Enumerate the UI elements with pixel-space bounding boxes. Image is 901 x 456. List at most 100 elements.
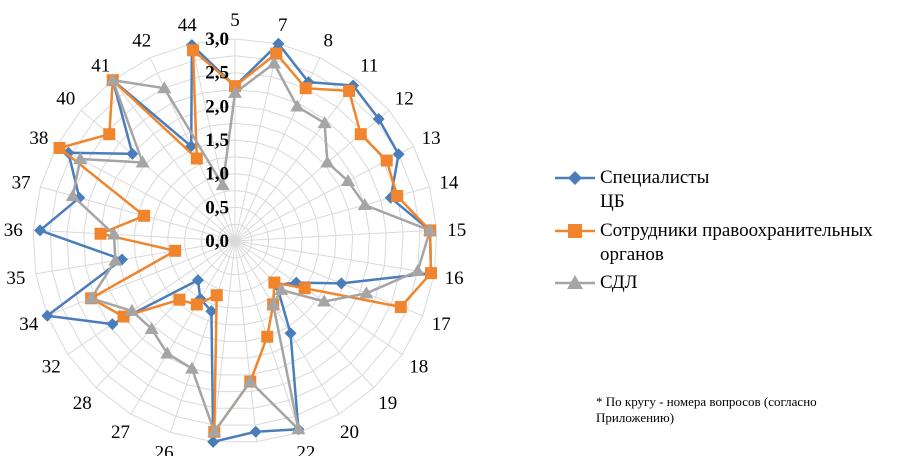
- data-point: [169, 244, 182, 257]
- category-label: 28: [73, 393, 92, 414]
- category-label: 7: [278, 15, 288, 36]
- data-point: [207, 424, 222, 437]
- category-label: 24: [202, 453, 222, 456]
- data-point: [335, 277, 348, 290]
- series-line: [38, 42, 433, 444]
- grid-spoke: [33, 229, 236, 242]
- category-label: 35: [6, 268, 25, 289]
- grid-ring: [167, 173, 303, 309]
- data-point: [266, 297, 281, 310]
- data-point: [94, 227, 107, 240]
- radial-tick-label: 1,0: [205, 164, 229, 185]
- category-label: 14: [439, 173, 459, 194]
- category-label: 17: [432, 314, 451, 335]
- grid-ring: [116, 122, 354, 359]
- radial-tick-label: 2,5: [205, 63, 229, 84]
- data-point: [106, 318, 119, 331]
- data-point: [243, 374, 258, 387]
- data-point: [317, 116, 332, 129]
- legend-marker-diamond: [555, 171, 595, 185]
- data-point: [190, 298, 203, 311]
- data-point: [284, 327, 297, 340]
- data-point: [341, 174, 356, 187]
- data-point: [354, 128, 367, 141]
- category-label: 40: [56, 88, 75, 109]
- category-label: 22: [296, 442, 315, 456]
- data-point: [372, 112, 385, 125]
- data-point: [380, 154, 393, 167]
- data-point: [185, 361, 200, 374]
- legend-label: СДЛ: [600, 272, 638, 293]
- data-point: [268, 276, 281, 289]
- category-label: 20: [340, 422, 359, 443]
- data-point: [290, 99, 305, 112]
- data-point: [124, 303, 139, 316]
- series-layer: [34, 37, 438, 448]
- category-label: 23: [250, 453, 269, 456]
- radial-tick-label: 3,0: [205, 29, 229, 50]
- series-3: [65, 56, 437, 437]
- grid-ring: [200, 206, 270, 275]
- data-point: [103, 128, 116, 141]
- data-point: [291, 422, 306, 435]
- legend-label: Специалисты ЦБ: [600, 167, 710, 212]
- category-label: 42: [132, 31, 151, 52]
- grid-ring: [83, 88, 387, 393]
- category-label: 12: [395, 88, 414, 109]
- legend-label: Сотрудники правоохранительных органов: [600, 220, 873, 265]
- grid-spoke: [234, 229, 437, 242]
- grid-spoke: [67, 240, 236, 355]
- data-point: [272, 37, 285, 50]
- grid-spoke: [95, 240, 236, 389]
- data-point: [422, 223, 437, 236]
- data-point: [270, 47, 283, 60]
- data-point: [320, 155, 335, 168]
- data-point: [298, 282, 311, 295]
- data-point: [191, 274, 204, 287]
- data-point: [144, 321, 159, 334]
- data-point: [274, 282, 289, 295]
- data-point: [410, 263, 425, 276]
- legend-marker-triangle: [555, 275, 595, 289]
- grid-spoke: [234, 240, 340, 415]
- footnote: * По кругу - номера вопросов (согласно П…: [596, 394, 817, 425]
- series-2: [53, 44, 438, 438]
- category-label: 44: [178, 15, 198, 36]
- category-label: 41: [91, 55, 110, 76]
- grid-spoke: [35, 240, 236, 275]
- grid-spoke: [234, 240, 403, 355]
- data-point: [173, 293, 186, 306]
- data-point: [108, 253, 123, 266]
- data-point: [267, 56, 282, 69]
- grid-ring: [32, 38, 438, 443]
- data-point: [157, 81, 172, 94]
- series-line: [71, 62, 432, 434]
- category-label: 19: [378, 393, 397, 414]
- category-label: 5: [230, 10, 240, 31]
- data-point: [228, 85, 242, 98]
- data-point: [425, 267, 438, 280]
- category-label: 8: [323, 31, 333, 52]
- grid-ring: [184, 189, 286, 292]
- data-point: [138, 209, 151, 222]
- data-point: [187, 44, 200, 57]
- grid-spoke: [112, 79, 236, 242]
- data-point: [190, 152, 203, 165]
- grid-spoke: [234, 43, 279, 242]
- grid-spoke: [47, 240, 236, 317]
- grid-ring: [150, 156, 320, 326]
- data-point: [392, 148, 405, 161]
- data-point: [261, 330, 274, 343]
- data-point: [205, 305, 218, 318]
- radial-tick-label: 0,5: [205, 197, 229, 218]
- category-label: 13: [422, 128, 441, 149]
- grid-spoke: [234, 79, 358, 242]
- category-labels: 5 7 8 11 12 13 14 15 16 17 18 19 20 22 23 24 26 27 28 32 34 3…: [4, 10, 466, 456]
- category-label: 32: [42, 357, 61, 378]
- radial-tick-label: 0,0: [205, 231, 229, 252]
- data-point: [359, 286, 374, 299]
- category-label: 18: [409, 357, 428, 378]
- category-label: 15: [447, 220, 466, 241]
- data-point: [117, 310, 130, 323]
- data-point: [299, 82, 312, 95]
